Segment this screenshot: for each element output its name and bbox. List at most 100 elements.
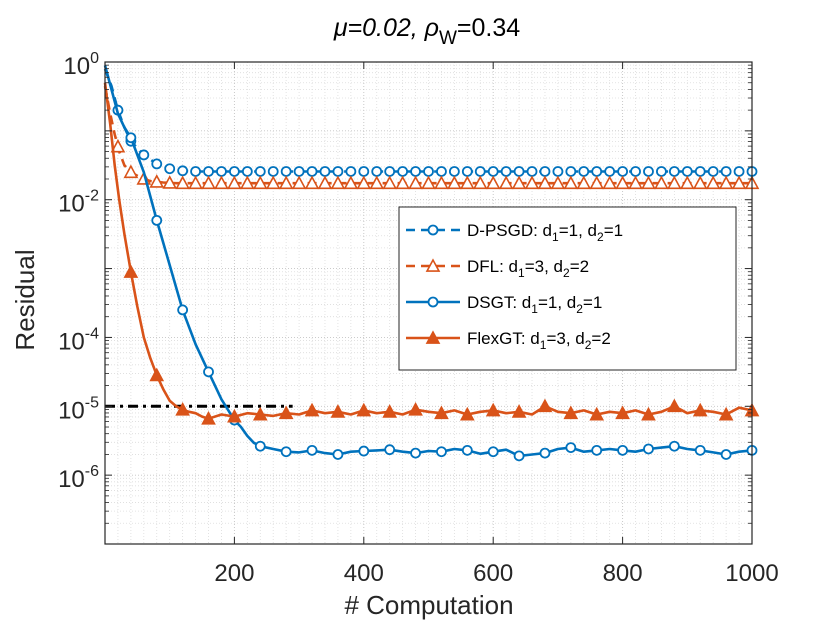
series-marker <box>123 164 139 179</box>
series-marker <box>293 166 305 177</box>
series-marker <box>448 166 460 177</box>
series-marker <box>513 450 525 462</box>
series-marker <box>500 166 512 177</box>
series-marker <box>201 410 216 425</box>
series-marker <box>447 175 462 190</box>
legend-entry-dfl: DFL: d1=3, d2=2 <box>467 257 589 280</box>
series-marker <box>498 175 514 190</box>
series-marker <box>149 367 165 382</box>
series-marker <box>228 166 240 177</box>
series-marker <box>513 166 525 177</box>
series-marker <box>216 166 227 177</box>
legend-swatch <box>406 258 460 272</box>
series-dsgt <box>103 65 758 462</box>
series-marker <box>227 408 242 423</box>
y-tick-labels: 100 10-2 10-4 10-5 10-6 <box>58 50 99 493</box>
x-tick-label: 800 <box>603 560 643 587</box>
series-marker <box>615 405 630 420</box>
series-marker <box>177 304 189 316</box>
series-marker <box>524 175 540 190</box>
series-marker <box>304 175 320 190</box>
legend: D-PSGD: d1=1, d2=1 DFL: d1=3, d2=2 DSGT:… <box>398 206 737 371</box>
series-marker <box>720 166 732 177</box>
y-tick-label: 10-6 <box>58 463 99 493</box>
series-marker <box>485 402 501 417</box>
series-marker <box>537 175 553 190</box>
series-marker <box>511 404 527 418</box>
series-marker <box>576 175 592 190</box>
series-marker <box>149 174 165 188</box>
series-marker <box>421 175 436 190</box>
series-marker <box>511 175 527 190</box>
series-marker <box>280 446 292 458</box>
series-marker <box>343 175 359 190</box>
series-marker <box>487 446 499 458</box>
series-marker <box>110 138 126 153</box>
series-marker <box>434 405 449 420</box>
series-marker <box>526 166 538 177</box>
series-marker <box>356 402 372 417</box>
plot-area <box>103 65 760 462</box>
series-marker <box>330 175 346 190</box>
series-marker <box>138 149 150 161</box>
series-marker <box>692 402 708 417</box>
y-tick-label: 10-2 <box>58 188 99 218</box>
series-marker <box>668 440 680 452</box>
series-marker <box>291 175 307 190</box>
series-flexgt <box>103 82 760 425</box>
series-marker <box>487 166 499 177</box>
series-marker <box>345 166 357 177</box>
series-marker <box>718 406 734 421</box>
x-tick-label: 600 <box>473 560 513 587</box>
series-marker <box>278 405 294 420</box>
series-marker <box>563 175 579 190</box>
series-marker <box>641 175 656 190</box>
series-marker <box>667 175 682 190</box>
series-marker <box>692 175 708 190</box>
legend-swatch <box>406 296 460 308</box>
series-marker <box>162 175 178 189</box>
series-marker <box>408 402 423 416</box>
series-marker <box>280 166 292 177</box>
legend-entry-dpsgd: D-PSGD: d1=1, d2=1 <box>467 221 623 244</box>
series-marker <box>384 444 396 456</box>
series-marker <box>252 175 268 190</box>
x-axis-label: # Computation <box>344 590 513 620</box>
series-marker <box>151 214 163 226</box>
series-marker <box>617 444 628 456</box>
series-marker <box>643 443 654 455</box>
legend-marker <box>425 258 441 272</box>
series-marker <box>356 175 372 190</box>
series-marker <box>319 166 331 177</box>
series-marker <box>397 166 409 177</box>
series-marker <box>382 175 398 190</box>
tick-marks <box>105 61 753 545</box>
legend-swatch <box>406 224 460 236</box>
series-marker <box>252 406 268 421</box>
axes-box <box>104 61 753 545</box>
series-marker <box>668 166 680 177</box>
x-tick-labels: 200 400 600 800 1000 <box>214 560 778 587</box>
x-tick-label: 200 <box>214 560 254 587</box>
series-marker <box>679 175 695 190</box>
legend-marker <box>425 330 441 344</box>
series-marker <box>539 166 551 177</box>
series-marker <box>654 175 669 190</box>
series-marker <box>641 406 656 421</box>
y-axis-label: Residual <box>10 249 40 350</box>
x-tick-label: 400 <box>344 560 384 587</box>
series-marker <box>694 166 706 177</box>
series-marker <box>436 166 447 177</box>
series-marker <box>434 175 449 190</box>
series-marker <box>203 166 214 177</box>
series-marker <box>578 166 590 177</box>
series-marker <box>472 175 488 190</box>
series-marker <box>563 405 579 420</box>
series-marker <box>485 175 501 190</box>
series-marker <box>615 175 630 190</box>
series-marker <box>718 175 734 190</box>
series-marker <box>408 175 423 190</box>
series-marker <box>539 447 551 459</box>
series-marker <box>461 166 473 177</box>
